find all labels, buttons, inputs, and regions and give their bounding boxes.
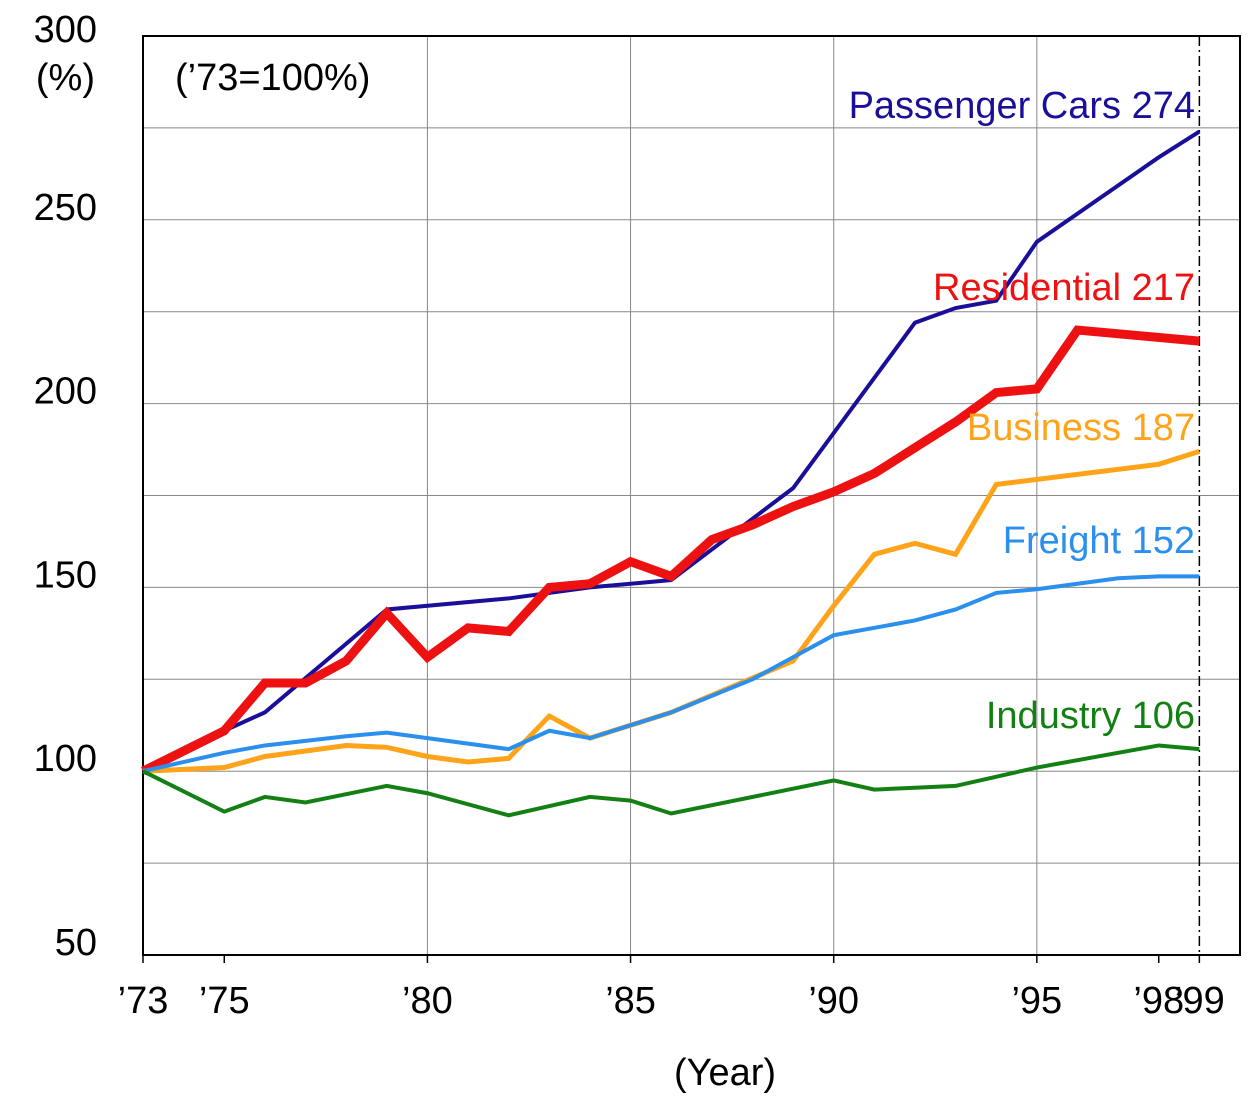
- series-label: Passenger Cars 274: [849, 85, 1195, 127]
- y-tick-label: 250: [34, 187, 97, 229]
- series-line: [142, 574, 1200, 774]
- y-tick-label: 200: [34, 371, 97, 413]
- series-line: [142, 129, 1201, 773]
- x-tick-label: ’80: [402, 980, 453, 1022]
- series-label: Residential 217: [933, 267, 1195, 309]
- x-tick-label: ’85: [605, 980, 656, 1022]
- y-tick-label: 100: [34, 738, 97, 780]
- series-label: Business 187: [967, 407, 1195, 449]
- series-line: [142, 743, 1200, 818]
- x-tick-label: ’75: [199, 980, 250, 1022]
- x-tick-label: ’73: [118, 980, 169, 1022]
- plot-frame: [142, 35, 1241, 956]
- x-axis-label: (Year): [674, 1052, 776, 1094]
- y-tick-label: 50: [55, 922, 97, 964]
- series-label: Industry 106: [986, 695, 1195, 737]
- series-label: Freight 152: [1003, 520, 1195, 562]
- x-tick-label: ’90: [808, 980, 859, 1022]
- y-tick-label: 300: [34, 9, 97, 51]
- y-axis-label: (%): [36, 57, 95, 99]
- annotation: (’73=100%): [175, 57, 370, 99]
- x-tick-label: ’95: [1011, 980, 1062, 1022]
- x-tick-label: ’99: [1174, 980, 1225, 1022]
- y-tick-label: 150: [34, 554, 97, 596]
- x-tick-label: ’98: [1133, 980, 1184, 1022]
- series-line: [140, 325, 1200, 776]
